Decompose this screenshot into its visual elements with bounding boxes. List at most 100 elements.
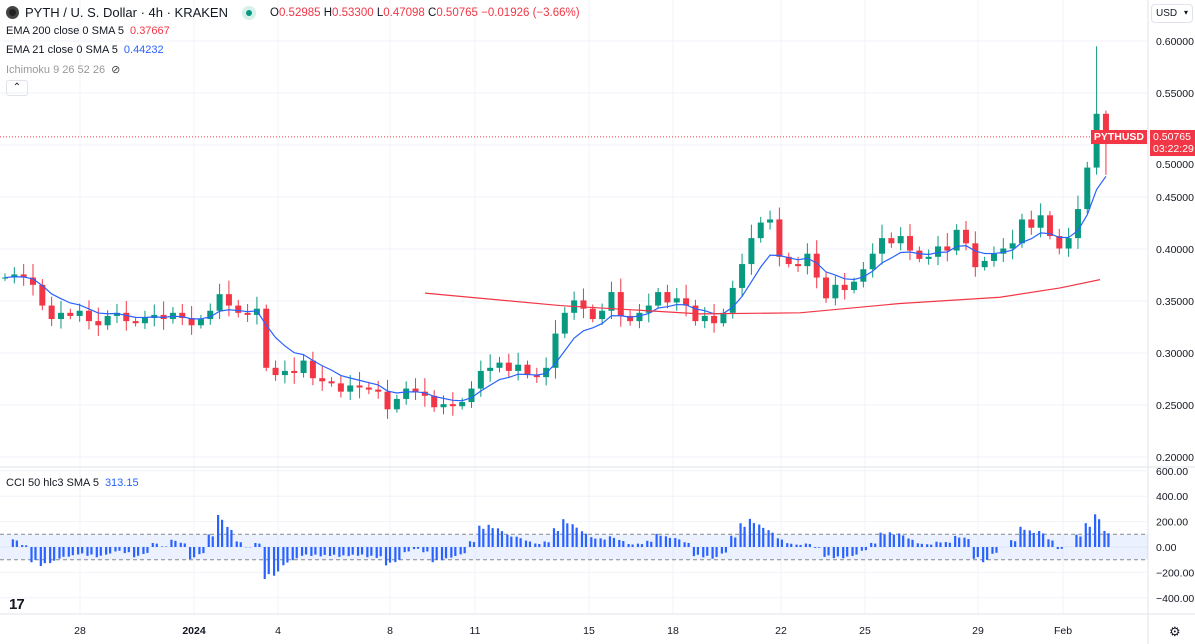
candle-body (459, 402, 466, 407)
candle-body (683, 298, 690, 306)
candle-body (1074, 209, 1081, 239)
currency-select[interactable]: USD ▾ (1151, 4, 1193, 23)
cci-tick-label: 400.00 (1156, 491, 1188, 503)
price-tick-label: 0.40000 (1156, 244, 1194, 256)
indicator-ema21[interactable]: EMA 21 close 0 SMA 5 0.44232 (6, 44, 164, 56)
candle-body (739, 264, 746, 288)
candle-body (281, 370, 288, 376)
pyth-logo-icon (6, 6, 19, 19)
tradingview-logo[interactable]: 17 (9, 596, 25, 613)
indicator-ema200[interactable]: EMA 200 close 0 SMA 5 0.37667 (6, 25, 170, 37)
candle-body (2, 277, 8, 279)
candle-body (1102, 113, 1109, 137)
cci-band (0, 534, 1148, 560)
chevron-down-icon: ▾ (1183, 8, 1188, 17)
candle-body (141, 318, 148, 324)
symbol-legend: PYTH / U. S. Dollar · 4h · KRAKEN O0.529… (6, 5, 580, 20)
candle-body (925, 256, 932, 259)
candle-body (449, 404, 456, 407)
candle-body (412, 388, 419, 392)
indicator-cci[interactable]: CCI 50 hlc3 SMA 5 313.15 (6, 477, 139, 489)
candle-body (421, 391, 428, 396)
candle-body (375, 389, 382, 392)
candle-body (1084, 167, 1091, 210)
candle-body (76, 310, 83, 316)
time-tick-label: 18 (667, 625, 679, 637)
candle-body (11, 274, 18, 278)
price-tick-label: 0.55000 (1156, 88, 1194, 100)
candle-body (823, 277, 830, 299)
candle-body (981, 260, 988, 268)
candle-body (776, 219, 783, 257)
time-tick-label: 8 (387, 625, 393, 637)
candle-body (188, 318, 195, 326)
candle-body (953, 229, 960, 251)
candle-body (897, 236, 904, 244)
candle-body (851, 281, 858, 290)
time-tick-label: 25 (859, 625, 871, 637)
candle-body (505, 362, 512, 371)
candle-body (244, 312, 251, 315)
candle-body (1056, 236, 1063, 249)
candle-body (907, 236, 914, 251)
settings-gear-icon[interactable]: ⚙ (1169, 624, 1181, 639)
candle-body (309, 360, 316, 379)
time-tick-label: 28 (74, 625, 86, 637)
candle-body (235, 305, 242, 313)
candle-body (1000, 248, 1007, 254)
candle-body (533, 375, 540, 378)
last-price-tag: 0.50765 03:22:29 (1150, 130, 1195, 156)
candle-body (403, 388, 410, 399)
price-tick-label: 0.20000 (1156, 452, 1194, 464)
cci-tick-label: 600.00 (1156, 466, 1188, 478)
candle-body (990, 253, 997, 261)
candle-body (197, 319, 204, 326)
collapse-legend-button[interactable]: ⌃ (6, 80, 28, 96)
candle-body (477, 370, 484, 389)
time-tick-label: 11 (470, 625, 481, 637)
ema21-line (4, 175, 1107, 402)
candle-body (225, 294, 232, 306)
candle-body (496, 362, 503, 368)
price-tick-label: 0.25000 (1156, 400, 1194, 412)
candle-body (179, 312, 186, 319)
hidden-eye-icon[interactable]: ⊘ (111, 64, 121, 76)
candle-body (673, 298, 680, 303)
candle-body (263, 308, 270, 368)
price-tick-label: 0.30000 (1156, 348, 1194, 360)
candle-body (440, 404, 447, 408)
price-tick-label: 0.50000 (1156, 159, 1194, 171)
time-tick-label: 4 (275, 625, 281, 637)
candle-body (1028, 219, 1035, 228)
candle-body (935, 246, 941, 257)
candle-body (524, 364, 531, 376)
symbol-title[interactable]: PYTH / U. S. Dollar · 4h · KRAKEN (25, 5, 228, 20)
candle-body (916, 250, 923, 259)
candle-body (869, 253, 876, 270)
candle-body (95, 321, 102, 326)
candle-body (1037, 215, 1044, 228)
candle-body (1065, 238, 1072, 249)
candle-body (57, 312, 64, 320)
candle-body (729, 287, 736, 313)
candle-body (20, 274, 27, 278)
ohlc-values: O0.52985 H0.53300 L0.47098 C0.50765 −0.0… (270, 6, 580, 19)
candle-body (384, 391, 391, 410)
candle-body (1046, 215, 1053, 237)
candle-body (207, 310, 214, 320)
candle-body (813, 253, 820, 278)
candle-body (85, 310, 92, 322)
candle-body (468, 388, 475, 403)
candle-body (701, 315, 708, 322)
indicator-ichimoku[interactable]: Ichimoku 9 26 52 26 ⊘ (6, 64, 121, 76)
candle-body (711, 315, 718, 324)
candle-body (795, 264, 802, 267)
candle-body (1018, 219, 1025, 244)
candle-body (888, 238, 895, 244)
price-tick-label: 0.60000 (1156, 36, 1194, 48)
candle-body (393, 398, 400, 410)
candle-body (599, 310, 606, 320)
candle-body (841, 284, 848, 290)
cci-tick-label: 200.00 (1156, 517, 1188, 529)
